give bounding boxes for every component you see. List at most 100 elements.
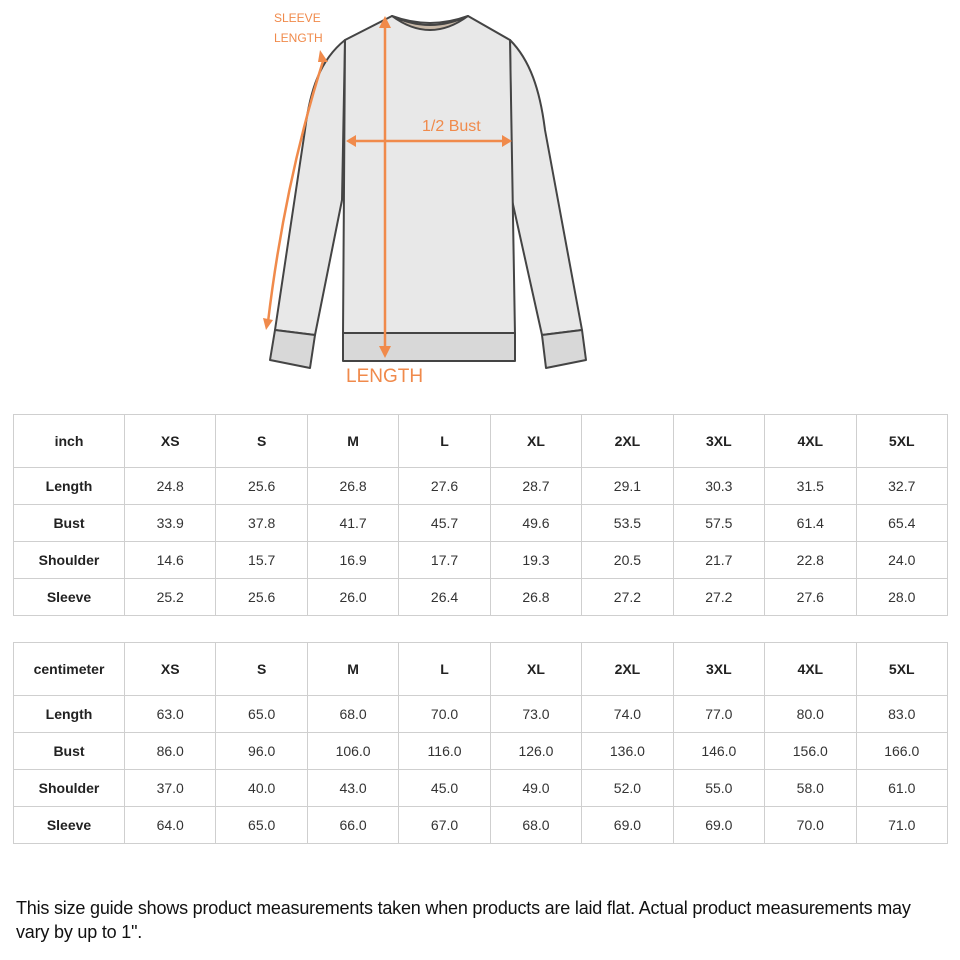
size-header: L bbox=[398, 414, 491, 468]
size-header: 2XL bbox=[581, 642, 674, 696]
sleeve-label-line2: LENGTH bbox=[274, 31, 323, 45]
table-row: Sleeve 64.0 65.0 66.0 67.0 68.0 69.0 69.0 70.0 71… bbox=[13, 806, 948, 844]
measurement-cell: 52.0 bbox=[581, 769, 674, 807]
measurement-cell: 26.0 bbox=[306, 578, 400, 616]
measurement-cell: 24.0 bbox=[855, 541, 948, 579]
measurement-cell: 66.0 bbox=[306, 806, 400, 844]
measurement-cell: 156.0 bbox=[764, 732, 857, 770]
measurement-cell: 41.7 bbox=[306, 504, 400, 542]
measurement-cell: 70.0 bbox=[764, 806, 857, 844]
measurement-cell: 45.0 bbox=[398, 769, 491, 807]
length-label: LENGTH bbox=[346, 366, 424, 387]
measurement-cell: 27.6 bbox=[764, 578, 857, 616]
size-header: 3XL bbox=[672, 414, 766, 468]
measurement-cell: 19.3 bbox=[489, 541, 583, 579]
measurement-cell: 53.5 bbox=[581, 504, 674, 542]
measurement-cell: 49.0 bbox=[489, 769, 583, 807]
inch-size-table: inch XS S M L XL 2XL 3XL 4XL 5XL Length 24.8 25.6 26.… bbox=[13, 414, 948, 616]
measurement-cell: 27.2 bbox=[672, 578, 766, 616]
header-row: inch XS S M L XL 2XL 3XL 4XL 5XL bbox=[13, 414, 948, 468]
size-header: 5XL bbox=[855, 642, 948, 696]
table-row: Sleeve 25.2 25.6 26.0 26.4 26.8 27.2 27.2 27.6 28… bbox=[13, 578, 948, 616]
measurement-cell: 63.0 bbox=[123, 695, 217, 733]
measurement-cell: 65.4 bbox=[855, 504, 948, 542]
unit-header: centimeter bbox=[13, 642, 125, 696]
size-header: 5XL bbox=[855, 414, 948, 468]
measurement-cell: 71.0 bbox=[855, 806, 948, 844]
measurement-cell: 69.0 bbox=[581, 806, 674, 844]
measurement-cell: 16.9 bbox=[306, 541, 400, 579]
table-row: Shoulder 37.0 40.0 43.0 45.0 49.0 52.0 55.0 58.0… bbox=[13, 769, 948, 807]
measurement-cell: 14.6 bbox=[123, 541, 217, 579]
table-row: Bust 33.9 37.8 41.7 45.7 49.6 53.5 57.5 61.4 65.4 bbox=[13, 504, 948, 542]
size-header: 2XL bbox=[581, 414, 674, 468]
measurement-cell: 25.6 bbox=[215, 467, 308, 505]
bust-label: 1/2 Bust bbox=[422, 118, 481, 135]
measurement-cell: 37.0 bbox=[123, 769, 217, 807]
size-header: M bbox=[306, 414, 400, 468]
measurement-cell: 136.0 bbox=[581, 732, 674, 770]
measurement-cell: 58.0 bbox=[764, 769, 857, 807]
sweater-hem bbox=[342, 332, 516, 362]
sweater-diagram bbox=[263, 15, 587, 369]
row-label: Shoulder bbox=[13, 769, 125, 807]
measurement-cell: 25.6 bbox=[215, 578, 308, 616]
measurement-cell: 116.0 bbox=[398, 732, 491, 770]
measurement-cell: 61.4 bbox=[764, 504, 857, 542]
measurement-cell: 37.8 bbox=[215, 504, 308, 542]
measurement-cell: 65.0 bbox=[215, 695, 308, 733]
measurement-cell: 25.2 bbox=[123, 578, 217, 616]
measurement-cell: 73.0 bbox=[489, 695, 583, 733]
measurement-cell: 166.0 bbox=[855, 732, 948, 770]
sweater-left-cuff bbox=[269, 329, 316, 369]
sweater-left-sleeve bbox=[274, 39, 346, 336]
measurement-cell: 15.7 bbox=[215, 541, 308, 579]
measurement-cell: 64.0 bbox=[123, 806, 217, 844]
size-header: M bbox=[306, 642, 400, 696]
size-header: L bbox=[398, 642, 491, 696]
size-header: 4XL bbox=[764, 642, 857, 696]
measurement-cell: 96.0 bbox=[215, 732, 308, 770]
sweater-body bbox=[342, 15, 516, 336]
table-row: Shoulder 14.6 15.7 16.9 17.7 19.3 20.5 21.7 22.8… bbox=[13, 541, 948, 579]
measurement-cell: 43.0 bbox=[306, 769, 400, 807]
sweater-right-sleeve bbox=[509, 39, 583, 336]
measurement-cell: 32.7 bbox=[855, 467, 948, 505]
table-row: Length 24.8 25.6 26.8 27.6 28.7 29.1 30.3 31.5 32… bbox=[13, 467, 948, 505]
measurement-cell: 40.0 bbox=[215, 769, 308, 807]
measurement-cell: 57.5 bbox=[672, 504, 766, 542]
sleeve-label-line1: SLEEVE bbox=[274, 11, 321, 25]
size-header: XS bbox=[123, 642, 217, 696]
table-row: Length 63.0 65.0 68.0 70.0 73.0 74.0 77.0 80.0 83… bbox=[13, 695, 948, 733]
measurement-cell: 29.1 bbox=[581, 467, 674, 505]
measurement-cell: 31.5 bbox=[764, 467, 857, 505]
size-header: 4XL bbox=[764, 414, 857, 468]
measurement-cell: 24.8 bbox=[123, 467, 217, 505]
measurement-cell: 28.7 bbox=[489, 467, 583, 505]
measurement-cell: 146.0 bbox=[672, 732, 766, 770]
measurement-cell: 26.8 bbox=[489, 578, 583, 616]
measurement-cell: 55.0 bbox=[672, 769, 766, 807]
sweater-right-cuff bbox=[541, 329, 587, 369]
measurement-cell: 77.0 bbox=[672, 695, 766, 733]
measurement-cell: 30.3 bbox=[672, 467, 766, 505]
measurement-cell: 67.0 bbox=[398, 806, 491, 844]
sweater-collar bbox=[391, 15, 469, 31]
measurement-cell: 28.0 bbox=[855, 578, 948, 616]
measurement-cell: 106.0 bbox=[306, 732, 400, 770]
measurement-cell: 27.2 bbox=[581, 578, 674, 616]
measurement-cell: 17.7 bbox=[398, 541, 491, 579]
measurement-cell: 65.0 bbox=[215, 806, 308, 844]
measurement-cell: 33.9 bbox=[123, 504, 217, 542]
size-header: S bbox=[215, 642, 308, 696]
size-header: XS bbox=[123, 414, 217, 468]
measurement-cell: 74.0 bbox=[581, 695, 674, 733]
size-header: XL bbox=[489, 414, 583, 468]
measurement-cell: 21.7 bbox=[672, 541, 766, 579]
row-label: Length bbox=[13, 467, 125, 505]
size-header: S bbox=[215, 414, 308, 468]
row-label: Sleeve bbox=[13, 578, 125, 616]
row-label: Bust bbox=[13, 504, 125, 542]
measurement-arrows bbox=[263, 16, 512, 358]
measurement-cell: 70.0 bbox=[398, 695, 491, 733]
